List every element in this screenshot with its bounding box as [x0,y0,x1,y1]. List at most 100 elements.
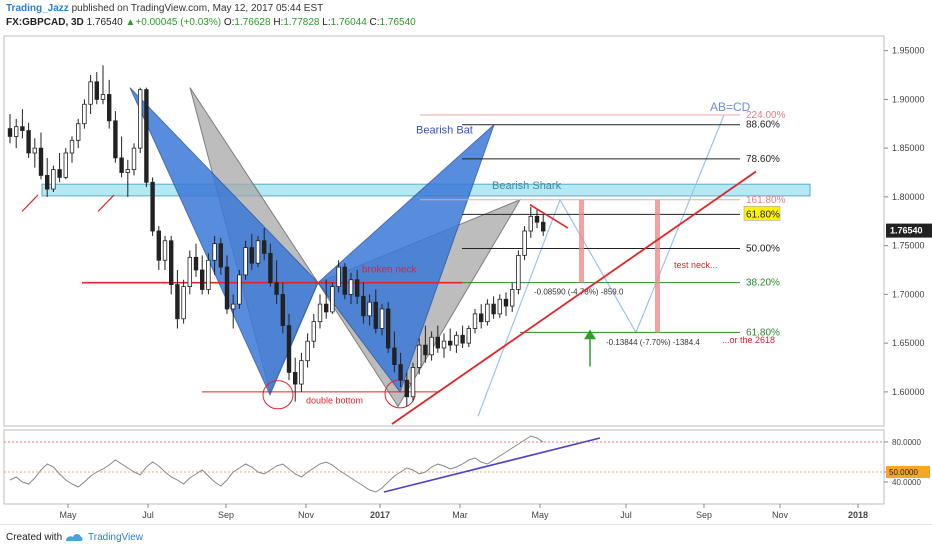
broken-neck-label: broken neck [362,265,417,276]
candle-body [137,89,143,149]
candle-body [478,313,484,323]
price-change: +0.00045 (+0.03%) [135,17,222,28]
candle-body [268,253,273,284]
candle-body [404,379,409,398]
candle-body [125,169,130,173]
fib-level-label: 224.00% [746,110,786,121]
candle-body [26,130,31,154]
candle-body [13,126,19,137]
projection-bar-1 [579,199,584,283]
last-price: 1.76540 [86,17,123,28]
x-tick-label: Sep [218,510,234,520]
candle-body [410,367,416,398]
candle-body [466,328,471,344]
candle-body [447,340,453,346]
red-pointer-arrow-1 [21,194,39,212]
candle-body [69,139,75,154]
bat-pattern-xab [129,87,319,397]
fib-level-label: 78.60% [746,154,780,165]
candle-body [88,81,93,105]
rsi-value-badge-label: 50.0000 [889,468,918,477]
author-link[interactable]: Trading_Jazz [6,3,69,14]
or-2618-label: ...or the 2618 [722,335,775,345]
symbol-label: FX:GBPCAD, 3D [6,17,84,28]
y-tick-label: 1.75000 [892,241,925,251]
x-tick-label: Jul [142,510,154,520]
last-price-badge [886,223,932,238]
candle-body [336,266,341,287]
candle-body [94,81,99,100]
candle-body [249,247,254,264]
candle-body [218,243,223,268]
candle-body [423,344,428,356]
candle-body [280,293,285,326]
candle-body [107,94,112,122]
up-arrow-icon: ▲ [125,17,136,28]
measure-2-label: -0.13844 (-7.70%) -1384.4 [606,338,700,347]
candle-body [330,286,335,313]
bearish-bat-label: Bearish Bat [416,125,473,137]
candle-body [398,364,403,381]
candle-body [175,284,180,320]
fib-level-label: 61.80% [746,209,780,220]
candle-body [522,230,527,256]
created-with-label: Created with [6,532,63,543]
candle-body [348,279,354,295]
rsi-value-badge [886,466,930,478]
candle-body [193,256,199,271]
rsi-tick-label: 80.0000 [892,438,921,447]
candle-body [367,301,372,317]
y-tick-label: 1.70000 [892,289,925,299]
y-tick-label: 1.60000 [892,387,925,397]
candle-body [299,360,304,385]
x-tick-label: 2018 [848,510,868,520]
candle-body [286,325,292,373]
rising-trendline [391,170,757,425]
candle-body [454,334,459,346]
candle-body [100,94,106,100]
footer-bar: Created with TradingView [0,524,932,551]
x-tick-label: Sep [696,510,712,520]
publish-info: Trading_Jazz published on TradingView.co… [6,3,323,14]
candle-body [416,344,422,368]
open-label: O: [223,17,235,28]
candle-body [323,303,329,313]
x-tick-label: Nov [772,510,789,520]
double-bottom-circle-left [262,380,294,410]
x-tick-label: 2017 [370,510,390,520]
candle-body [162,240,168,261]
close-value: 1.76540 [379,17,416,28]
publish-date: published on TradingView.com, May 12, 20… [71,3,324,14]
price-chart[interactable]: 1.95000 1.90000 1.85000 1.80000 1.75000 1.700… [0,0,932,524]
x-tick-label: Jul [620,510,632,520]
rsi-trendline [383,437,601,493]
d-point-mark [529,204,569,229]
candle-body [187,256,192,287]
candle-body [460,334,465,344]
candle-body [212,243,217,261]
candle-body [168,240,174,286]
red-pointer-arrow-2 [97,194,115,212]
y-tick-label: 1.95000 [892,46,925,56]
fib-level-label: 61.80% [746,327,780,338]
tradingview-brand[interactable]: TradingView [88,532,144,543]
x-tick-label: May [59,510,77,520]
projection-bar-2 [655,199,660,333]
green-arrow-head-icon [584,329,596,340]
candle-body [150,181,155,232]
last-price-badge-label: 1.76540 [890,226,923,236]
candle-body [7,128,13,137]
x-tick-label: Nov [298,510,315,520]
candle-body [354,279,360,297]
candle-body [373,301,378,329]
candle-body [534,215,540,223]
candle-body [385,308,391,349]
y-tick-label: 1.90000 [892,94,925,104]
candle-body [45,175,50,190]
candle-body [32,147,37,154]
candle-body [199,269,205,290]
candle-body [472,313,478,329]
candle-body [156,230,161,261]
candle-body [305,340,310,362]
candle-body [20,126,25,131]
